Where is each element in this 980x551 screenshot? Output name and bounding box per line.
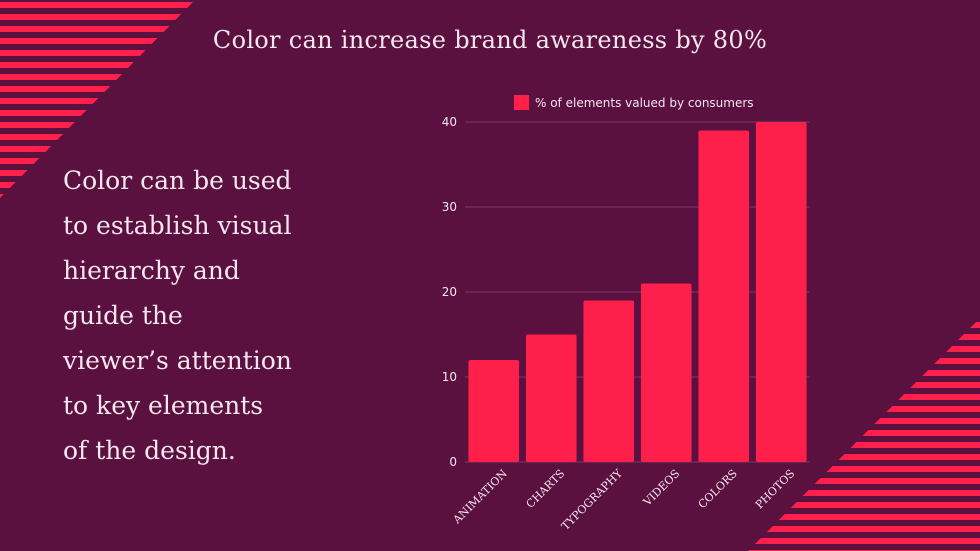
bar-typography [583,300,635,462]
y-tick-label: 30 [442,200,457,214]
body-line: of the design. [63,436,236,465]
body-line: guide the [63,301,183,330]
stripe [0,62,195,68]
y-tick-label: 10 [442,370,457,384]
stripe [0,74,195,80]
y-tick-label: 20 [442,285,457,299]
stripe [0,50,195,56]
stripe [748,526,980,532]
bar-photos [755,122,807,462]
chart-legend: % of elements valued by consumers [514,95,754,110]
page-title: Color can increase brand awareness by 80… [212,26,768,54]
x-tick-label: ANIMATION [450,467,510,527]
stripe [0,38,195,44]
body-paragraph: Color can be used to establish visual hi… [63,158,338,473]
x-tick-label: TYPOGRAPHY [559,466,625,532]
x-tick-label: VIDEOS [640,467,682,509]
bar-colors [698,130,750,462]
stripe [748,454,980,460]
bar-charts [525,334,577,462]
body-line: Color can be used [63,166,292,195]
stripe [748,502,980,508]
stripe [748,442,980,448]
stripe [0,2,195,8]
stripe [748,538,980,544]
body-line: viewer’s attention [63,346,292,375]
body-line: hierarchy and [63,256,240,285]
stripe [0,14,195,20]
stripe [0,26,195,32]
bar-animation [468,360,520,462]
stripe [748,478,980,484]
stripe [748,466,980,472]
stripe [0,86,195,92]
stripe [748,514,980,520]
stripe [748,490,980,496]
x-tick-label: COLORS [696,467,740,511]
bar-videos [640,283,692,462]
x-tick-label: CHARTS [524,467,568,511]
y-tick-label: 40 [442,115,457,129]
x-tick-label: PHOTOS [753,467,797,511]
legend-swatch [514,95,529,110]
legend-label: % of elements valued by consumers [535,95,754,110]
body-line: to key elements [63,391,264,420]
y-tick-label: 0 [449,455,457,469]
body-line: to establish visual [63,211,292,240]
